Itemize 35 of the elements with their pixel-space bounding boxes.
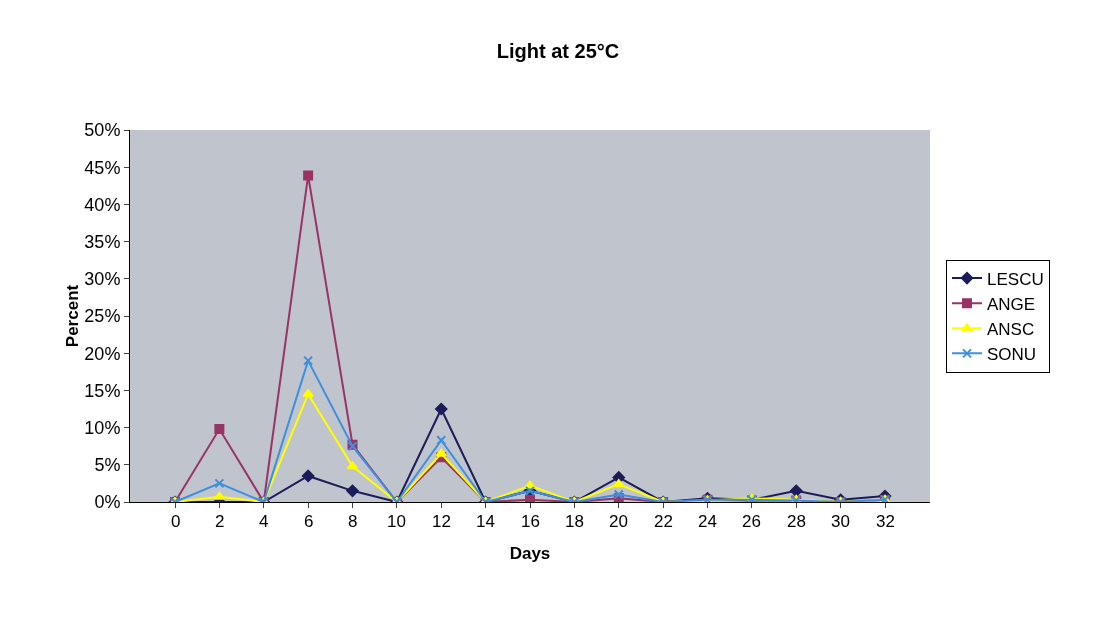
- x-tick-label: 6: [304, 512, 314, 531]
- x-tick-label: 0: [171, 512, 181, 531]
- x-tick-label: 32: [876, 512, 895, 531]
- y-tick-label: 15%: [84, 380, 121, 401]
- y-tick-label: 35%: [84, 231, 121, 252]
- x-tick-label: 18: [565, 512, 584, 531]
- legend-label: LESCU: [987, 269, 1044, 289]
- y-tick-label: 20%: [84, 343, 121, 364]
- x-tick-label: 4: [259, 512, 269, 531]
- y-tick-label: 5%: [94, 455, 121, 476]
- x-tick-label: 24: [698, 512, 717, 531]
- x-tick-label: 14: [476, 512, 495, 531]
- x-tick-label: 22: [654, 512, 673, 531]
- x-tick-label: 26: [742, 512, 761, 531]
- x-tick-label: 12: [432, 512, 451, 531]
- legend-label: ANGE: [987, 294, 1036, 314]
- y-tick-label: 30%: [84, 269, 121, 290]
- y-tick-label: 45%: [84, 157, 121, 178]
- y-tick-label: 0%: [94, 492, 121, 513]
- x-tick-label: 10: [387, 512, 406, 531]
- x-tick-label: 28: [787, 512, 806, 531]
- y-tick-label: 40%: [84, 194, 121, 215]
- x-tick-label: 16: [521, 512, 540, 531]
- legend-label: SONU: [987, 344, 1037, 364]
- legend-label: ANSC: [987, 319, 1035, 339]
- y-tick-label: 50%: [84, 120, 121, 141]
- x-axis-title: Days: [509, 544, 551, 564]
- chart-title: Light at 25°C: [496, 40, 620, 63]
- x-tick-label: 20: [609, 512, 628, 531]
- y-tick-label: 10%: [84, 417, 121, 438]
- y-tick-label: 25%: [84, 306, 121, 327]
- x-tick-label: 8: [348, 512, 358, 531]
- x-tick-label: 2: [215, 512, 225, 531]
- y-axis-title: Percent: [63, 284, 83, 348]
- x-tick-label: 30: [831, 512, 850, 531]
